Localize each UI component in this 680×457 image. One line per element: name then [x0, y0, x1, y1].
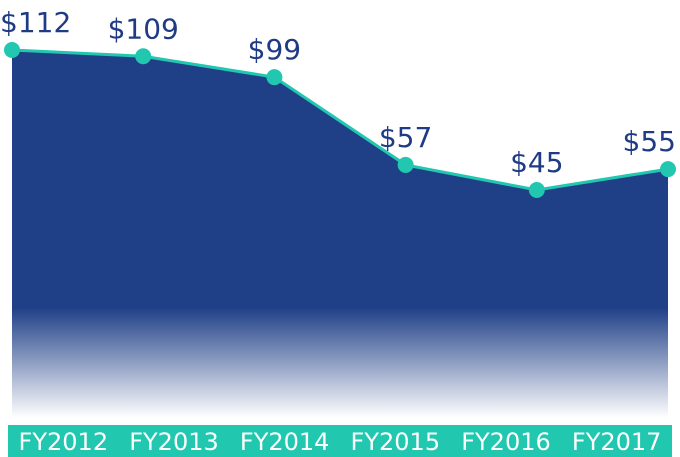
value-label: $45 — [510, 146, 563, 179]
point — [4, 42, 20, 58]
value-label: $57 — [379, 121, 432, 154]
point — [397, 156, 414, 173]
x-tick-label: FY2017 — [572, 428, 662, 456]
value-label: $99 — [248, 33, 301, 66]
x-tick-label: FY2015 — [351, 428, 441, 456]
x-tick-label: FY2014 — [240, 428, 330, 456]
value-label: $112 — [0, 6, 71, 39]
point — [135, 48, 152, 65]
line — [11, 48, 669, 192]
category-band — [8, 425, 672, 457]
value-label: $55 — [623, 125, 676, 158]
point — [266, 69, 283, 86]
area — [12, 50, 668, 418]
point — [528, 182, 545, 198]
x-tick-label: FY2013 — [129, 428, 219, 456]
x-tick-label: FY2016 — [461, 428, 551, 456]
x-tick-label: FY2012 — [19, 428, 109, 456]
value-label: $109 — [108, 12, 179, 45]
point — [660, 161, 676, 178]
